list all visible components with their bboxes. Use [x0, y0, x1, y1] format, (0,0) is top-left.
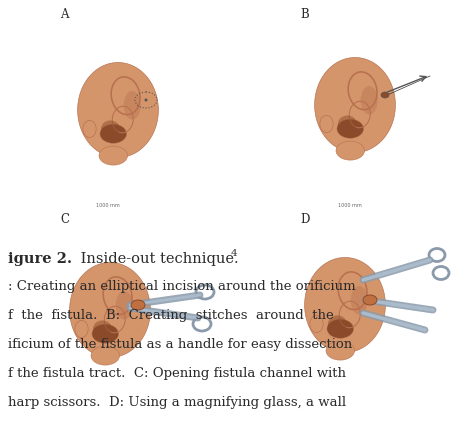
- Ellipse shape: [326, 341, 355, 360]
- Ellipse shape: [363, 295, 377, 305]
- Ellipse shape: [338, 115, 357, 133]
- Text: igure 2.: igure 2.: [8, 252, 72, 266]
- Ellipse shape: [145, 98, 147, 101]
- Ellipse shape: [361, 86, 378, 114]
- Ellipse shape: [131, 300, 145, 310]
- Ellipse shape: [315, 58, 395, 153]
- Text: 4: 4: [231, 249, 237, 258]
- Text: f the fistula tract.  C: Opening fistula channel with: f the fistula tract. C: Opening fistula …: [8, 367, 346, 380]
- Ellipse shape: [99, 146, 128, 165]
- Text: B: B: [300, 8, 309, 21]
- Text: D: D: [300, 213, 310, 226]
- Ellipse shape: [75, 321, 88, 338]
- Ellipse shape: [328, 315, 347, 332]
- Ellipse shape: [327, 319, 354, 338]
- Text: A: A: [60, 8, 69, 21]
- Ellipse shape: [92, 324, 118, 343]
- Ellipse shape: [116, 291, 133, 320]
- Text: f  the  fistula.  B:  Creating  stitches  around  the: f the fistula. B: Creating stitches arou…: [8, 309, 334, 322]
- Ellipse shape: [91, 346, 119, 365]
- Ellipse shape: [78, 62, 158, 157]
- Ellipse shape: [305, 257, 385, 352]
- Ellipse shape: [310, 315, 323, 332]
- Text: 1000 mm: 1000 mm: [96, 203, 120, 208]
- Text: 1000 mm: 1000 mm: [338, 203, 362, 208]
- Ellipse shape: [124, 91, 141, 120]
- Ellipse shape: [381, 92, 389, 98]
- Ellipse shape: [83, 120, 96, 137]
- Ellipse shape: [93, 321, 112, 338]
- Ellipse shape: [351, 286, 368, 315]
- Ellipse shape: [101, 120, 120, 137]
- Ellipse shape: [100, 124, 127, 143]
- Text: Inside-out technique.: Inside-out technique.: [76, 252, 238, 266]
- Ellipse shape: [320, 115, 333, 133]
- Text: ificium of the fistula as a handle for easy dissection: ificium of the fistula as a handle for e…: [8, 338, 352, 351]
- Text: C: C: [60, 213, 69, 226]
- Text: : Creating an elliptical incision around the orificium: : Creating an elliptical incision around…: [8, 280, 356, 293]
- Ellipse shape: [70, 262, 150, 357]
- Ellipse shape: [336, 141, 365, 160]
- Ellipse shape: [337, 119, 364, 138]
- Text: harp scissors.  D: Using a magnifying glass, a wall: harp scissors. D: Using a magnifying gla…: [8, 396, 346, 409]
